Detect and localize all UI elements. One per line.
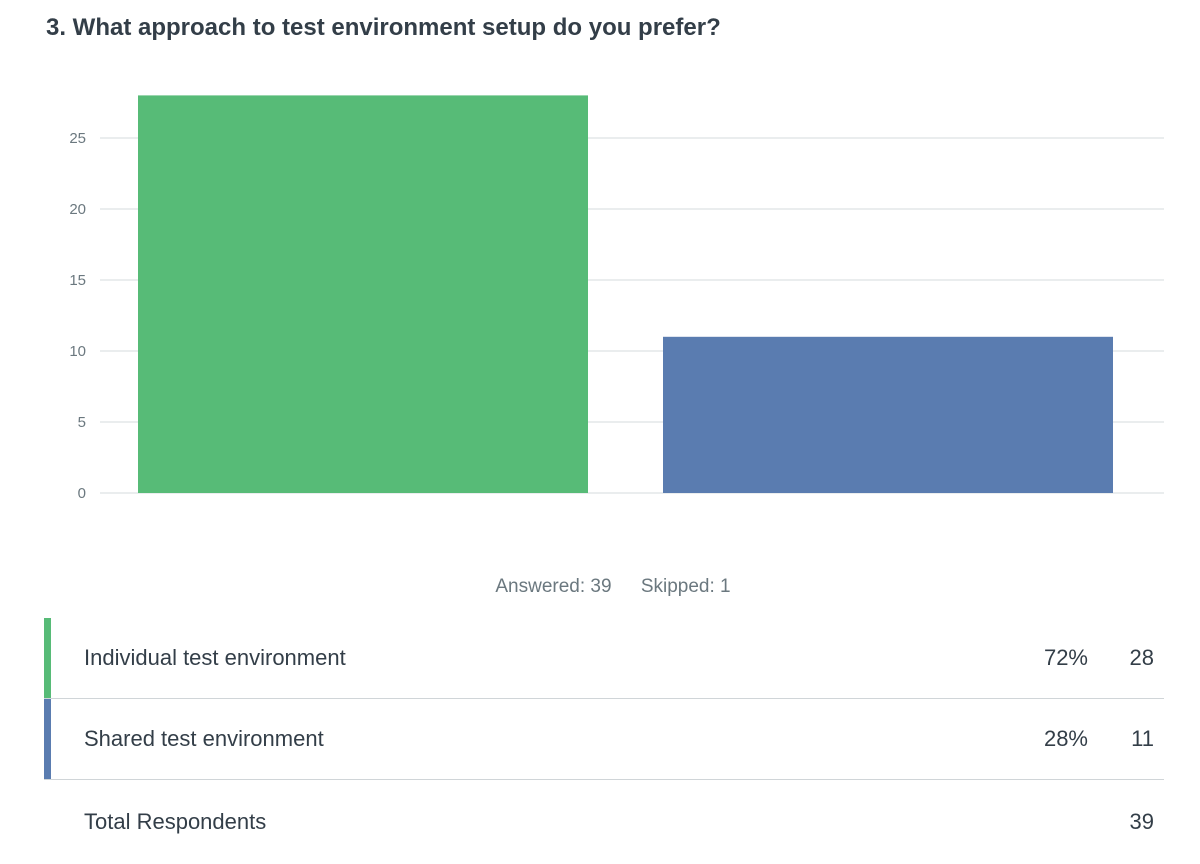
answer-percent: 72% — [1043, 645, 1088, 670]
answer-row: Shared test environment 28% 11 — [44, 699, 1164, 780]
bar[interactable] — [663, 336, 1113, 493]
y-tick-label: 10 — [69, 343, 86, 360]
question-title: 3. What approach to test environment set… — [46, 14, 721, 41]
answer-table: Individual test environment 72% 28 Share… — [44, 618, 1164, 864]
answer-row: Individual test environment 72% 28 — [44, 618, 1164, 699]
y-tick-label: 0 — [78, 485, 86, 502]
answer-color-swatch — [44, 699, 51, 779]
y-tick-label: 25 — [69, 130, 86, 147]
y-tick-label: 5 — [78, 414, 86, 431]
total-label: Total Respondents — [84, 809, 267, 834]
bar[interactable] — [138, 95, 588, 494]
answered-count: Answered: 39 — [495, 576, 612, 597]
skipped-count: Skipped: 1 — [640, 576, 731, 597]
total-count: 39 — [1129, 809, 1154, 834]
answer-color-swatch — [44, 618, 51, 698]
y-tick-label: 20 — [69, 201, 86, 218]
bar-chart: 0 5 10 15 20 25 — [69, 95, 1164, 502]
answer-count: 28 — [1129, 645, 1154, 670]
response-stats: Answered: 39 Skipped: 1 — [0, 576, 1200, 598]
answer-label: Individual test environment — [84, 645, 346, 670]
answer-percent: 28% — [1043, 726, 1088, 751]
answer-count: 11 — [1131, 726, 1154, 751]
total-row: Total Respondents 39 — [44, 780, 1164, 864]
y-tick-label: 15 — [69, 272, 86, 289]
answer-label: Shared test environment — [84, 726, 324, 751]
